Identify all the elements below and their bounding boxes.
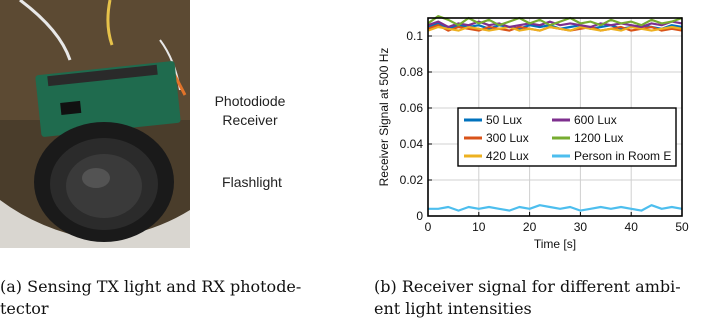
y-axis-label: Receiver Signal at 500 Hz [377, 48, 391, 187]
figure-a: Photodiode Receiver Flashlight (a) Sensi… [0, 0, 330, 318]
series-line [427, 15, 683, 27]
x-tick-label: 30 [574, 220, 588, 234]
x-tick-label: 40 [625, 220, 639, 234]
x-tick-label: 50 [675, 220, 689, 234]
series-line [427, 25, 683, 32]
receiver-label: Photodiode Receiver [214, 93, 286, 128]
x-tick-label: 20 [523, 220, 537, 234]
plot-frame [427, 17, 683, 217]
legend-label: Person in Room E [574, 149, 671, 163]
legend-label: 420 Lux [486, 149, 529, 163]
y-tick-label: 0.06 [400, 101, 424, 115]
legend-label: 300 Lux [486, 131, 529, 145]
legend-label: 600 Lux [574, 113, 617, 127]
y-tick-label: 0.02 [400, 173, 424, 187]
y-tick-label: 0.1 [406, 29, 423, 43]
receiver-signal-chart: 0 10 20 30 40 50 0 0.02 0.04 0.06 0.08 0.1 Time [s] R… [377, 15, 689, 251]
caption-a: (a) Sensing TX light and RX photode- tec… [0, 277, 302, 318]
series-line [428, 204, 683, 212]
x-axis-label: Time [s] [534, 237, 576, 251]
x-tick-label: 10 [472, 220, 486, 234]
y-tick-label: 0.04 [400, 137, 424, 151]
flashlight-label: Flashlight [222, 174, 282, 190]
figure-b: 0 10 20 30 40 50 0 0.02 0.04 0.06 0.08 0.1 Time [s] R… [362, 0, 702, 262]
legend-label: 1200 Lux [574, 131, 623, 145]
caption-b: (b) Receiver signal for different ambi- … [374, 277, 681, 318]
x-tick-label: 0 [425, 220, 432, 234]
legend-label: 50 Lux [486, 113, 522, 127]
y-tick-label: 0 [416, 209, 423, 223]
y-tick-label: 0.08 [400, 65, 424, 79]
sensor-photo [0, 0, 190, 248]
